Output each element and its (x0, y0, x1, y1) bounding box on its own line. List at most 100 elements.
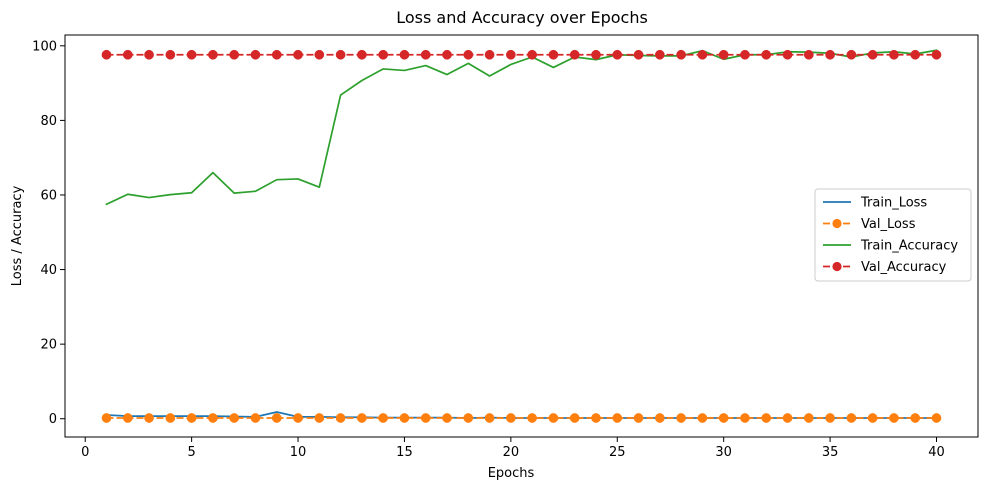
x-tick-label: 30 (715, 445, 732, 460)
data-point (442, 49, 452, 60)
data-point (761, 413, 772, 423)
data-point (122, 413, 133, 423)
data-point (442, 413, 452, 423)
data-point (633, 413, 644, 423)
data-point (378, 413, 389, 423)
data-point (165, 49, 176, 60)
data-point (186, 413, 197, 423)
data-point (208, 49, 218, 60)
data-point (761, 49, 772, 60)
data-point (335, 413, 346, 423)
data-point (293, 413, 303, 423)
y-tick-label: 40 (40, 263, 57, 278)
data-point (569, 413, 580, 423)
y-tick-label: 20 (40, 338, 57, 353)
data-point (229, 413, 240, 423)
data-point (250, 49, 261, 60)
data-point (612, 413, 623, 423)
x-tick-label: 20 (503, 445, 520, 460)
data-point (803, 413, 814, 423)
data-point (633, 49, 644, 60)
data-point (527, 413, 537, 423)
x-tick-label: 15 (396, 445, 413, 460)
data-point (612, 49, 623, 60)
data-point (910, 413, 921, 423)
data-point (846, 49, 857, 60)
data-point (357, 413, 367, 423)
legend-label: Val_Loss (861, 217, 916, 232)
data-point (293, 49, 303, 60)
data-point (910, 49, 921, 60)
data-point (229, 49, 240, 60)
data-point (484, 49, 495, 60)
data-point (399, 49, 410, 60)
data-point (335, 49, 346, 60)
data-point (825, 49, 835, 60)
data-point (122, 49, 133, 60)
legend-item: Val_Accuracy (823, 260, 947, 275)
data-point (591, 49, 601, 60)
data-point (250, 413, 261, 423)
data-point (144, 413, 154, 423)
x-tick-label: 25 (609, 445, 626, 460)
data-point (186, 49, 197, 60)
data-point (697, 49, 708, 60)
data-point (101, 413, 112, 423)
data-point (889, 413, 899, 423)
plot-frame (64, 34, 979, 438)
legend-item: Val_Loss (823, 217, 916, 232)
legend: Train_Loss Val_Loss Train_Accuracy Val_Accu… (814, 188, 972, 282)
legend-marker (832, 218, 842, 229)
data-point (569, 49, 580, 60)
data-point (144, 49, 154, 60)
data-point (718, 413, 729, 423)
data-point (484, 413, 495, 423)
data-point (271, 413, 282, 423)
data-point (463, 413, 474, 423)
data-point (867, 49, 878, 60)
y-tick-label: 60 (40, 188, 57, 203)
y-tick-label: 0 (49, 412, 57, 427)
series-val-accuracy (101, 49, 942, 60)
data-point (654, 49, 665, 60)
legend-item: Train_Loss (823, 196, 927, 211)
x-tick-label: 40 (928, 445, 945, 460)
data-point (676, 49, 686, 60)
data-point (718, 49, 729, 60)
data-point (165, 413, 176, 423)
chart-title: Loss and Accuracy over Epochs (396, 8, 648, 27)
data-point (931, 413, 942, 423)
data-point (782, 49, 793, 60)
x-tick-label: 35 (822, 445, 839, 460)
data-point (399, 413, 410, 423)
data-point (548, 49, 559, 60)
data-point (889, 49, 899, 60)
legend-item: Train_Accuracy (823, 239, 958, 254)
data-point (825, 413, 835, 423)
legend-label: Train_Loss (860, 196, 927, 211)
data-point (803, 49, 814, 60)
data-point (271, 49, 282, 60)
data-point (846, 413, 857, 423)
data-point (420, 49, 431, 60)
series-val-loss (101, 413, 942, 423)
data-point (740, 49, 750, 60)
series-train-accuracy (105, 49, 938, 206)
data-point (548, 413, 559, 423)
y-axis-label: Loss / Accuracy (10, 185, 25, 286)
axes-layer: 0 5 10 15 20 25 30 35 40 0 20 40 60 80 100 (32, 34, 979, 460)
data-point (527, 49, 537, 60)
legend-box (814, 188, 972, 282)
data-point (676, 413, 686, 423)
data-point (506, 413, 516, 423)
legend-label: Val_Accuracy (861, 260, 947, 275)
series-line (105, 49, 938, 206)
data-point (782, 413, 793, 423)
data-point (506, 49, 516, 60)
data-point (591, 413, 601, 423)
data-point (357, 49, 367, 60)
data-point (208, 413, 218, 423)
data-point (654, 413, 665, 423)
